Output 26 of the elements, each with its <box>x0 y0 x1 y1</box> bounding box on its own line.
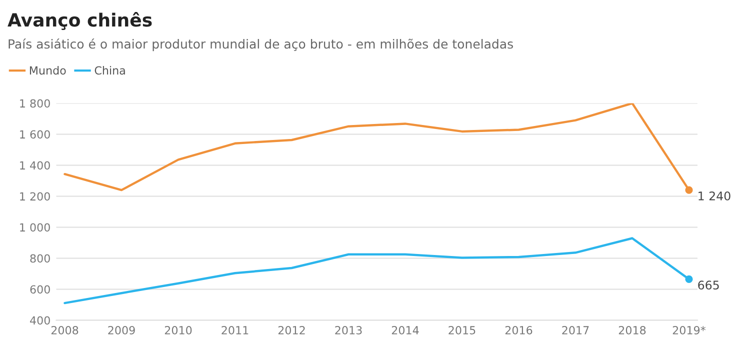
x-tick-label: 2014 <box>392 326 419 334</box>
chart-subtitle: País asiático é o maior produtor mundial de aço bruto - em milhões de toneladas <box>8 38 513 52</box>
x-tick-label: 2010 <box>164 326 192 334</box>
y-tick-label: 1 000 <box>20 223 50 232</box>
x-tick-label: 2018 <box>618 326 646 334</box>
data-label: 1 240 <box>698 191 730 200</box>
y-tick-label: 800 <box>30 254 50 263</box>
y-tick-label: 1 400 <box>20 161 50 170</box>
y-tick-label: 1 800 <box>20 99 50 108</box>
y-tick-label: 1 200 <box>20 192 50 201</box>
x-tick-label: 2019* <box>672 326 706 334</box>
x-tick-label: 2015 <box>448 326 476 334</box>
x-tick-label: 2012 <box>278 326 305 334</box>
x-tick-label: 2013 <box>335 326 362 334</box>
y-tick-label: 600 <box>30 285 50 294</box>
legend-label: China <box>94 66 125 75</box>
x-tick-label: 2017 <box>562 326 589 334</box>
chart-title: Avanço chinês <box>8 12 152 30</box>
legend-label: Mundo <box>30 66 66 75</box>
x-tick-label: 2009 <box>108 326 135 334</box>
y-tick-label: 400 <box>30 316 50 325</box>
y-tick-label: 1 600 <box>20 130 50 139</box>
x-tick-label: 2016 <box>505 326 532 334</box>
x-tick-label: 2011 <box>222 326 248 334</box>
data-label: 665 <box>698 280 719 290</box>
x-tick-label: 2008 <box>51 326 78 334</box>
